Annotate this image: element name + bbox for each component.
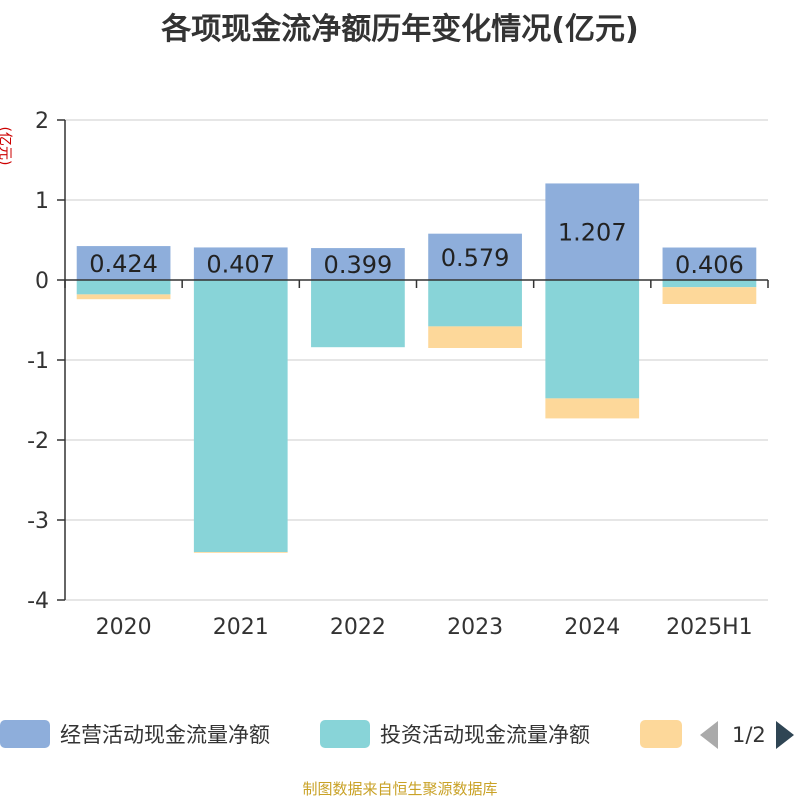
data-label: 0.424 <box>89 250 158 278</box>
bar-financing <box>76 294 171 300</box>
y-tick-label: -3 <box>27 509 49 534</box>
bar-investing <box>76 280 171 295</box>
data-label: 0.407 <box>206 251 275 279</box>
bar-investing <box>545 280 640 399</box>
bar-operating <box>428 233 522 280</box>
bar-financing <box>193 552 288 553</box>
bar-operating <box>193 247 288 280</box>
x-tick-label: 2021 <box>213 615 269 640</box>
bar-chart: 2 1 0 -1 -2 -3 -4 0.424 2020 0.407 2021 0.399 2022 0.… <box>27 109 769 640</box>
y-tick-label: 0 <box>35 269 49 294</box>
legend-swatch-operating <box>0 720 50 748</box>
data-label: 0.406 <box>675 251 744 279</box>
data-label: 0.579 <box>441 244 510 272</box>
y-tick-label: -4 <box>27 589 49 614</box>
bar-financing <box>428 326 522 348</box>
y-tick-label: 2 <box>35 109 49 134</box>
y-tick-label: -1 <box>27 349 49 374</box>
bar-operating <box>545 183 640 280</box>
legend-next-page-icon[interactable] <box>775 721 794 749</box>
legend-label-investing: 投资活动现金流量净额 <box>380 723 590 747</box>
bar-financing <box>662 287 757 304</box>
x-tick-label: 2024 <box>564 615 620 640</box>
y-tick-label: -2 <box>27 429 49 454</box>
bar-investing <box>193 280 288 552</box>
chart-title: 各项现金流净额历年变化情况(亿元) <box>161 12 639 47</box>
bar-operating <box>662 247 757 280</box>
x-tick-label: 2025H1 <box>666 615 753 640</box>
data-label: 1.207 <box>558 219 627 247</box>
legend-label-operating: 经营活动现金流量净额 <box>60 723 270 747</box>
x-tick-label: 2023 <box>447 615 503 640</box>
legend-swatch-financing <box>640 720 682 748</box>
legend-prev-page-icon[interactable] <box>700 721 718 749</box>
legend-page-indicator: 1/2 <box>732 723 766 747</box>
legend-item-financing[interactable] <box>640 716 682 752</box>
legend-item-operating[interactable]: 经营活动现金流量净额 <box>0 716 270 752</box>
bar-operating <box>311 248 405 280</box>
bar-financing <box>545 398 640 419</box>
legend-swatch-investing <box>320 720 370 748</box>
data-source-note: 制图数据来自恒生聚源数据库 <box>302 780 498 798</box>
y-tick-label: 1 <box>35 189 49 214</box>
bar-investing <box>662 280 757 288</box>
bar-investing <box>428 280 522 327</box>
x-tick-label: 2022 <box>330 615 386 640</box>
legend-pager: 1/2 <box>700 718 794 752</box>
legend-item-investing[interactable]: 投资活动现金流量净额 <box>320 716 590 752</box>
data-label: 0.399 <box>324 251 393 279</box>
bar-investing <box>311 280 405 348</box>
bar-operating <box>76 246 171 280</box>
x-tick-label: 2020 <box>96 615 152 640</box>
